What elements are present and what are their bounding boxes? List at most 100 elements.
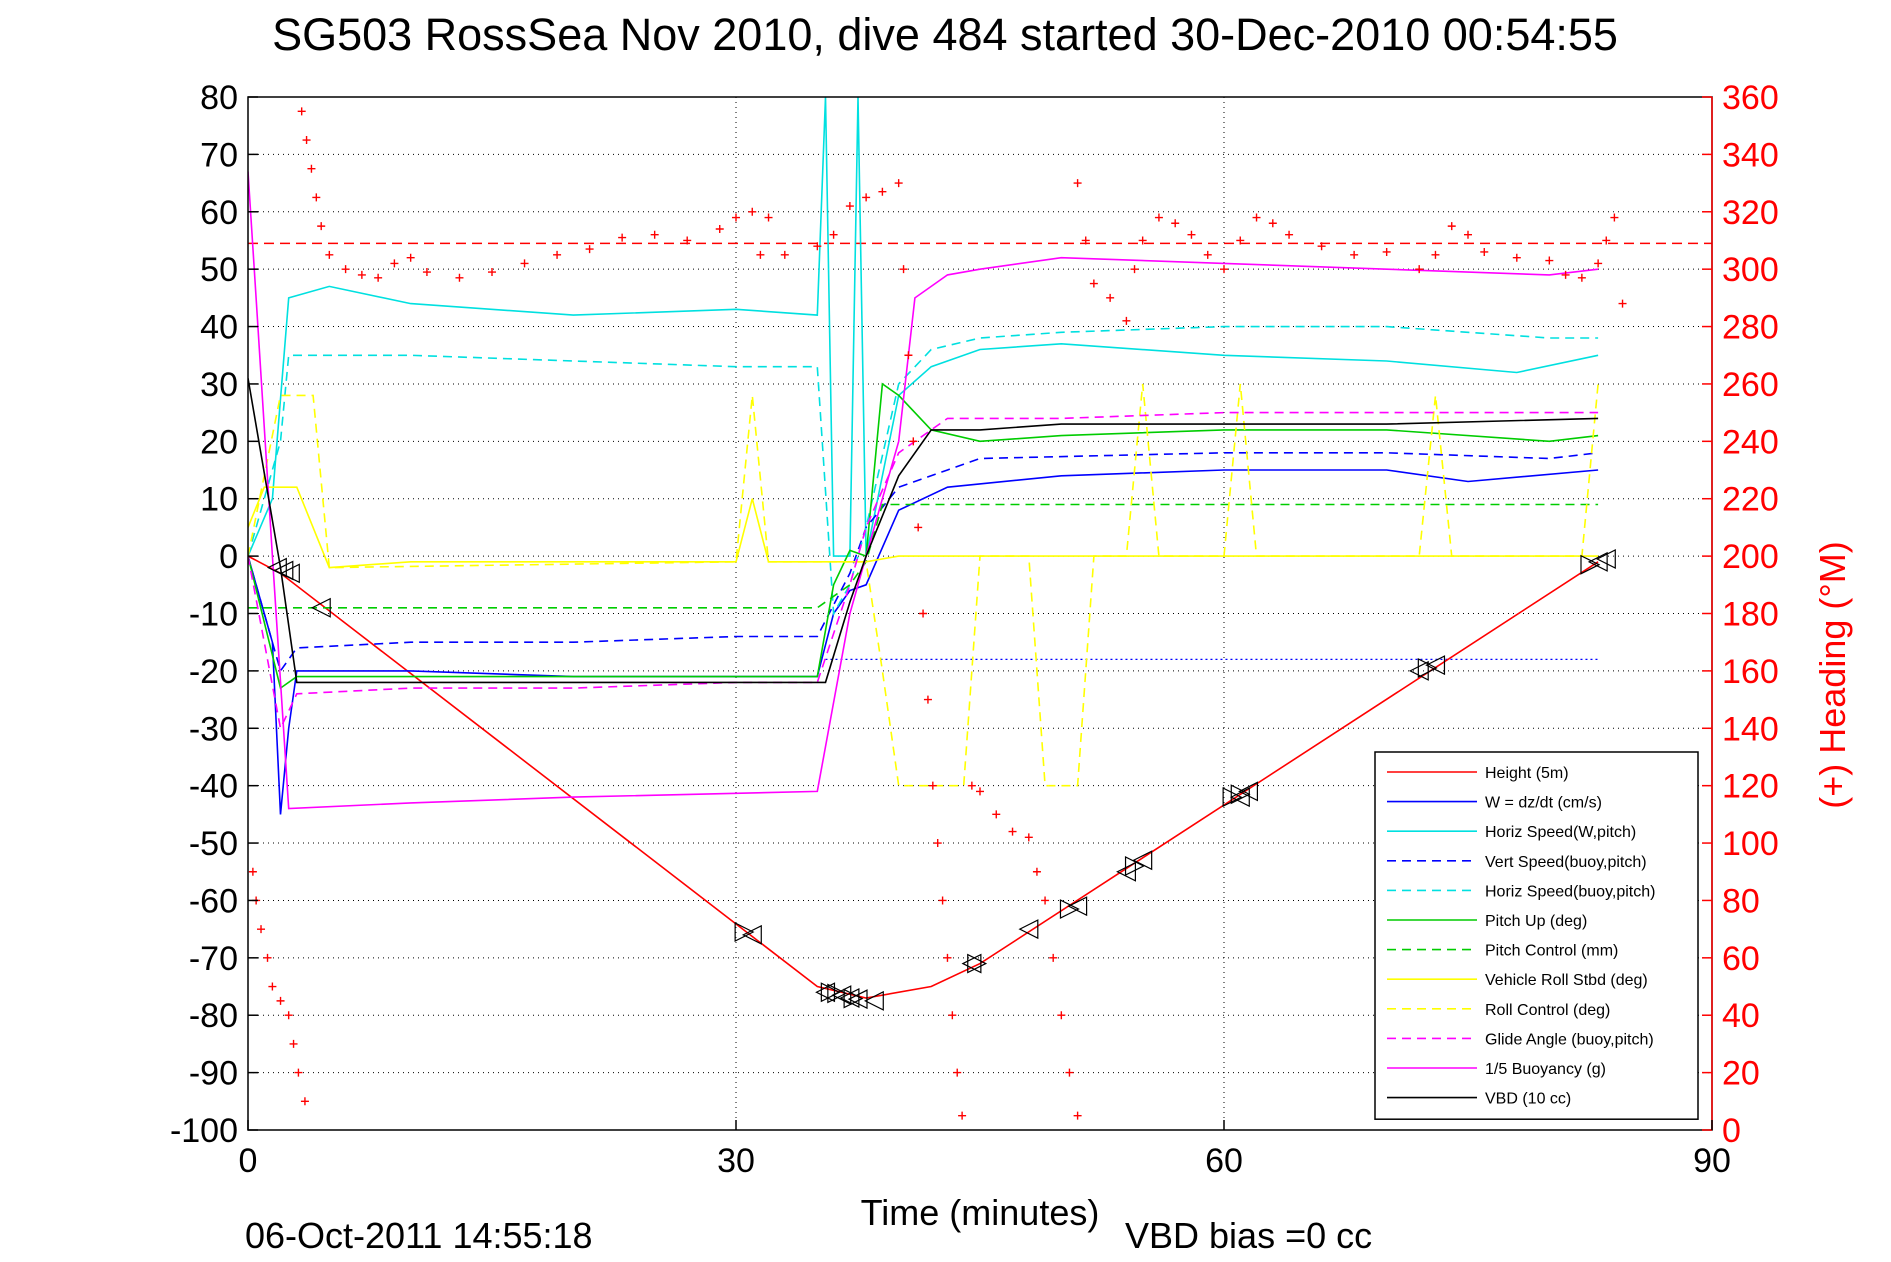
heading-point-51 — [938, 896, 947, 905]
heading-point-23 — [455, 273, 464, 282]
right-tick-label-10: 160 — [1722, 653, 1779, 691]
heading-point-31 — [715, 224, 724, 233]
heading-point-40 — [862, 193, 871, 202]
marker-left-2 — [279, 563, 300, 584]
marker-left-7 — [839, 988, 860, 1008]
heading-point-58 — [992, 810, 1001, 819]
heading-point-94 — [1577, 273, 1586, 282]
heading-point-72 — [1130, 265, 1139, 274]
legend-label-10: 1/5 Buoyancy (g) — [1485, 1061, 1606, 1078]
heading-point-84 — [1350, 250, 1359, 259]
heading-point-90 — [1480, 247, 1489, 256]
heading-point-37 — [813, 242, 822, 251]
marker-right-2 — [827, 983, 848, 1004]
heading-point-4 — [268, 982, 277, 991]
marker-left-12 — [1067, 896, 1088, 917]
marker-left-15 — [1229, 787, 1250, 808]
legend-label-3: Vert Speed(buoy,pitch) — [1485, 854, 1647, 871]
x-tick-label-0: 0 — [239, 1142, 258, 1180]
right-tick-label-11: 140 — [1722, 710, 1779, 748]
legend-label-9: Glide Angle (buoy,pitch) — [1485, 1031, 1654, 1048]
heading-point-35 — [756, 250, 765, 259]
right-tick-label-7: 220 — [1722, 481, 1779, 519]
heading-point-13 — [307, 164, 316, 173]
right-tick-label-17: 20 — [1722, 1055, 1760, 1093]
heading-point-55 — [958, 1111, 967, 1120]
heading-point-87 — [1431, 250, 1440, 259]
heading-point-74 — [1154, 213, 1163, 222]
left-tick-label-5: 30 — [200, 366, 238, 404]
series-line-4 — [248, 325, 1599, 617]
heading-point-89 — [1464, 230, 1472, 239]
heading-point-92 — [1545, 256, 1554, 265]
heading-point-14 — [312, 193, 321, 202]
left-tick-label-0: 80 — [200, 79, 238, 117]
heading-point-45 — [909, 437, 918, 446]
marker-left-4 — [741, 924, 762, 945]
heading-point-60 — [1024, 833, 1033, 842]
heading-point-49 — [928, 781, 937, 790]
x-axis-ticks: 0 30 60 90 — [239, 1120, 1731, 1180]
marker-left-5 — [815, 982, 836, 1003]
heading-point-6 — [284, 1011, 293, 1020]
left-tick-label-18: -100 — [170, 1112, 238, 1150]
heading-point-56 — [967, 781, 976, 790]
heading-point-88 — [1447, 222, 1456, 231]
heading-point-97 — [1610, 213, 1619, 222]
left-tick-label-6: 20 — [200, 423, 238, 461]
marker-right-9 — [1417, 658, 1438, 678]
series-line-8 — [248, 383, 1599, 787]
footer-date: 06-Oct-2011 14:55:18 — [245, 1215, 593, 1256]
x-tick-label-2: 60 — [1205, 1142, 1243, 1180]
left-tick-label-7: 10 — [200, 481, 238, 519]
marker-right-4 — [967, 953, 988, 974]
heading-point-67 — [1073, 179, 1082, 188]
heading-point-19 — [374, 273, 383, 282]
heading-point-2 — [257, 925, 266, 934]
heading-point-38 — [829, 230, 838, 239]
heading-point-0 — [248, 867, 257, 876]
heading-point-91 — [1512, 253, 1521, 262]
left-tick-label-17: -90 — [189, 1055, 238, 1093]
right-tick-label-13: 100 — [1722, 825, 1779, 863]
legend-label-2: Horiz Speed(W,pitch) — [1485, 824, 1636, 841]
heading-point-28 — [618, 233, 627, 242]
heading-point-63 — [1049, 953, 1058, 962]
heading-point-66 — [1073, 1111, 1082, 1120]
heading-point-54 — [953, 1068, 962, 1077]
legend-label-8: Roll Control (deg) — [1485, 1002, 1610, 1019]
heading-point-53 — [948, 1011, 957, 1020]
heading-point-26 — [553, 250, 562, 259]
legend-label-4: Horiz Speed(buoy,pitch) — [1485, 883, 1655, 900]
right-axis-ticks: 3603403203002802602402202001801601401201… — [1702, 79, 1779, 1150]
legend-box — [1374, 751, 1699, 1120]
marker-left-16 — [1238, 781, 1259, 802]
heading-point-32 — [732, 213, 740, 222]
left-tick-label-12: -40 — [189, 768, 238, 806]
legend-label-7: Vehicle Roll Stbd (deg) — [1485, 972, 1648, 989]
heading-point-17 — [341, 265, 350, 274]
marker-right-0 — [734, 922, 755, 942]
heading-point-22 — [422, 268, 431, 277]
left-tick-label-15: -70 — [189, 940, 238, 978]
heading-point-50 — [933, 839, 942, 848]
right-tick-label-1: 340 — [1722, 136, 1779, 174]
heading-point-98 — [1618, 299, 1627, 308]
series-line-11 — [248, 378, 1599, 684]
left-tick-label-3: 50 — [200, 251, 238, 289]
heading-point-69 — [1089, 279, 1098, 288]
heading-point-29 — [650, 230, 659, 239]
chart-title: SG503 RossSea Nov 2010, dive 484 started… — [272, 9, 1618, 60]
series-line-10 — [248, 171, 1599, 810]
heading-point-20 — [390, 259, 399, 268]
heading-point-93 — [1561, 270, 1570, 279]
heading-point-64 — [1057, 1011, 1066, 1020]
heading-point-79 — [1236, 236, 1245, 245]
heading-point-57 — [976, 787, 984, 796]
heading-point-70 — [1106, 293, 1115, 302]
right-tick-label-2: 320 — [1722, 194, 1779, 232]
left-tick-label-11: -30 — [189, 710, 238, 748]
heading-point-78 — [1220, 265, 1228, 274]
right-tick-label-15: 60 — [1722, 940, 1760, 978]
heading-point-75 — [1171, 219, 1180, 228]
